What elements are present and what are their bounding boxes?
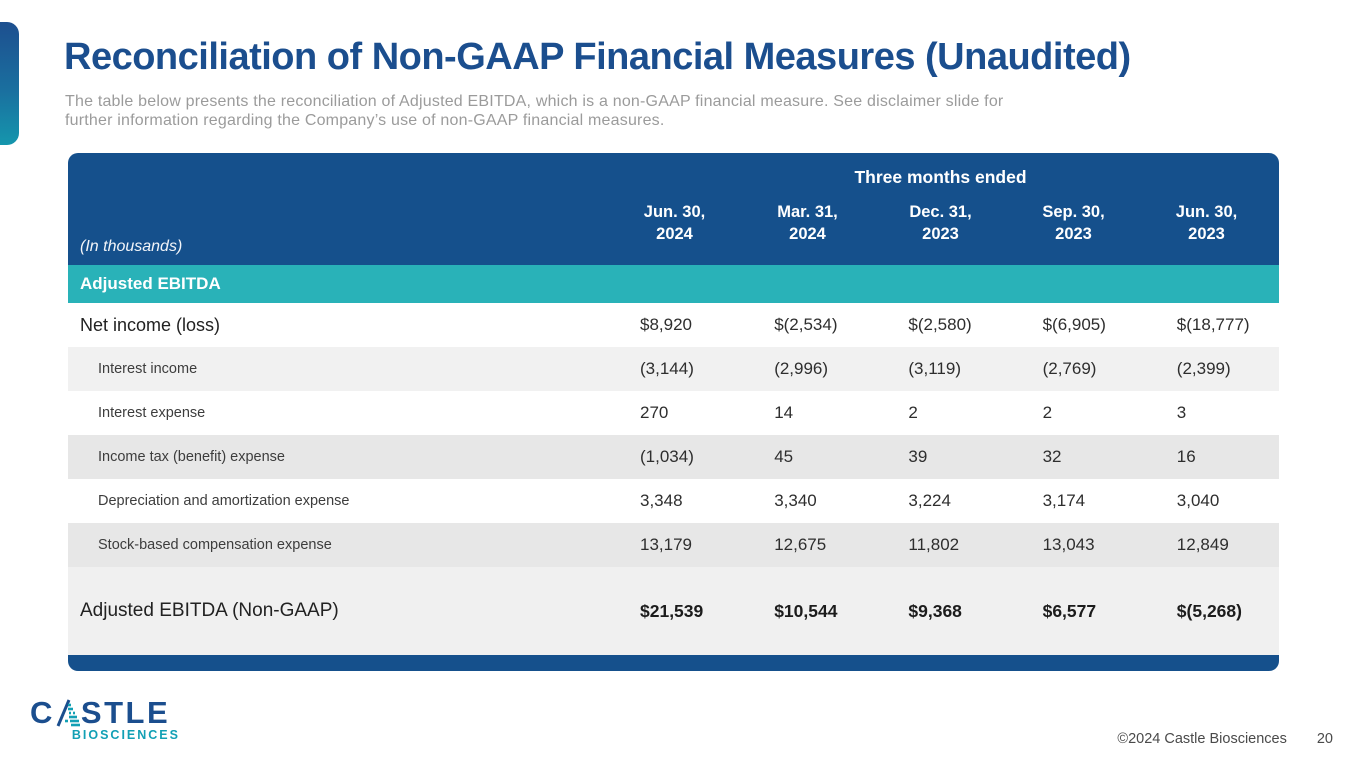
left-accent-tab	[0, 22, 19, 145]
total-cell-value: $6,577	[1042, 600, 1097, 621]
row-label: Net income (loss)	[80, 314, 221, 335]
column-header: Dec. 31, 2023	[874, 201, 1007, 245]
cell-value: 3	[1176, 403, 1187, 422]
cell-value: $(2,580)	[908, 315, 972, 334]
cell-value: 3,040	[1176, 491, 1220, 510]
cell-value: (2,996)	[774, 359, 829, 378]
cell-value: $(18,777)	[1176, 315, 1250, 334]
table-bottom-bar	[68, 655, 1279, 671]
subtitle-line-2: further information regarding the Compan…	[65, 112, 665, 129]
column-header: Mar. 31, 2024	[741, 201, 874, 245]
cell-value: 3,340	[774, 491, 817, 510]
total-row-label: Adjusted EBITDA (Non-GAAP)	[80, 600, 339, 621]
column-header-line: Dec. 31,	[909, 203, 972, 221]
table-row: Interest income (3,144) (2,996) (3,119) (2,…	[68, 347, 1279, 391]
column-header: Jun. 30, 2023	[1140, 201, 1273, 245]
cell-value: 3,348	[640, 491, 683, 510]
logo-stylized-a-icon	[56, 699, 80, 727]
total-cell-value: $9,368	[908, 600, 962, 621]
table-row: Interest expense 270 14 2 2 3	[68, 391, 1279, 435]
cell-value: 2	[908, 403, 918, 422]
cell-value: 12,675	[774, 535, 827, 554]
cell-value: (1,034)	[640, 447, 694, 466]
cell-value: 13,043	[1042, 535, 1095, 554]
logo-text-stle: STLE	[80, 695, 171, 730]
table-header: Three months ended Jun. 30, 2024 Mar. 31…	[68, 153, 1279, 265]
unit-note: (In thousands)	[80, 238, 183, 255]
group-header: Three months ended	[854, 167, 1027, 187]
total-cell-value: $21,539	[640, 600, 704, 621]
column-header-line: 2023	[1055, 225, 1092, 243]
cell-value: 16	[1176, 447, 1196, 466]
table-row: Stock-based compensation expense 13,179 1…	[68, 523, 1279, 567]
logo-text-c: C	[30, 695, 55, 730]
table-row: Income tax (benefit) expense (1,034) 45 39…	[68, 435, 1279, 479]
table-row: Net income (loss) $8,920 $(2,534) $(2,580)…	[68, 303, 1279, 347]
slide-footer: ©2024 Castle Biosciences 20	[1117, 731, 1333, 747]
column-header-line: 2024	[789, 225, 826, 243]
total-cell-value: $10,544	[774, 600, 838, 621]
section-header-adjusted-ebitda: Adjusted EBITDA	[68, 265, 1279, 303]
cell-value: (2,769)	[1042, 359, 1097, 378]
row-label: Interest income	[98, 361, 198, 377]
cell-value: 270	[640, 403, 669, 422]
page-number: 20	[1316, 731, 1333, 747]
column-header-line: 2023	[922, 225, 959, 243]
row-label: Depreciation and amortization expense	[98, 493, 350, 509]
cell-value: 11,802	[908, 535, 960, 554]
table-body: Net income (loss) $8,920 $(2,534) $(2,580)…	[68, 303, 1279, 567]
cell-value: 14	[774, 403, 794, 422]
column-header-line: 2023	[1188, 225, 1225, 243]
cell-value: (3,119)	[908, 359, 961, 378]
copyright-text: ©2024 Castle Biosciences	[1117, 731, 1287, 747]
row-label: Income tax (benefit) expense	[98, 449, 285, 465]
cell-value: 45	[774, 447, 794, 466]
logo-wordmark: C STLE	[30, 695, 180, 730]
cell-value: 13,179	[640, 535, 692, 554]
cell-value: 3,174	[1042, 491, 1086, 510]
table-row: Depreciation and amortization expense 3,…	[68, 479, 1279, 523]
cell-value: (2,399)	[1176, 359, 1231, 378]
column-header: Sep. 30, 2023	[1007, 201, 1140, 245]
column-header-line: Jun. 30,	[1175, 203, 1238, 221]
column-header-line: Jun. 30,	[643, 203, 706, 221]
reconciliation-table: Three months ended Jun. 30, 2024 Mar. 31…	[68, 153, 1279, 671]
column-headers: Jun. 30, 2024 Mar. 31, 2024 Dec. 31, 202…	[608, 201, 1273, 245]
castle-biosciences-logo: C STLE BIOSCIENCES	[30, 695, 180, 742]
total-row: Adjusted EBITDA (Non-GAAP) $21,539 $10,5…	[68, 567, 1279, 655]
column-header-line: Mar. 31,	[777, 203, 838, 221]
cell-value: 2	[1042, 403, 1053, 422]
subtitle-line-1: The table below presents the reconciliat…	[65, 93, 1004, 110]
cell-value: 3,224	[908, 491, 951, 510]
column-header: Jun. 30, 2024	[608, 201, 741, 245]
logo-subtext: BIOSCIENCES	[71, 728, 180, 742]
cell-value: $(6,905)	[1042, 315, 1106, 334]
total-cell-value: $(5,268)	[1176, 600, 1242, 621]
cell-value: (3,144)	[640, 359, 694, 378]
cell-value: $8,920	[640, 315, 692, 334]
column-header-line: Sep. 30,	[1042, 203, 1105, 221]
page-title: Reconciliation of Non-GAAP Financial Mea…	[64, 36, 1131, 78]
slide-subtitle: The table below presents the reconciliat…	[65, 92, 1265, 130]
cell-value: 32	[1042, 447, 1062, 466]
row-label: Stock-based compensation expense	[98, 537, 332, 553]
row-label: Interest expense	[98, 405, 206, 421]
column-header-line: 2024	[656, 225, 693, 243]
cell-value: $(2,534)	[774, 315, 838, 334]
cell-value: 12,849	[1176, 535, 1229, 554]
cell-value: 39	[908, 447, 928, 466]
